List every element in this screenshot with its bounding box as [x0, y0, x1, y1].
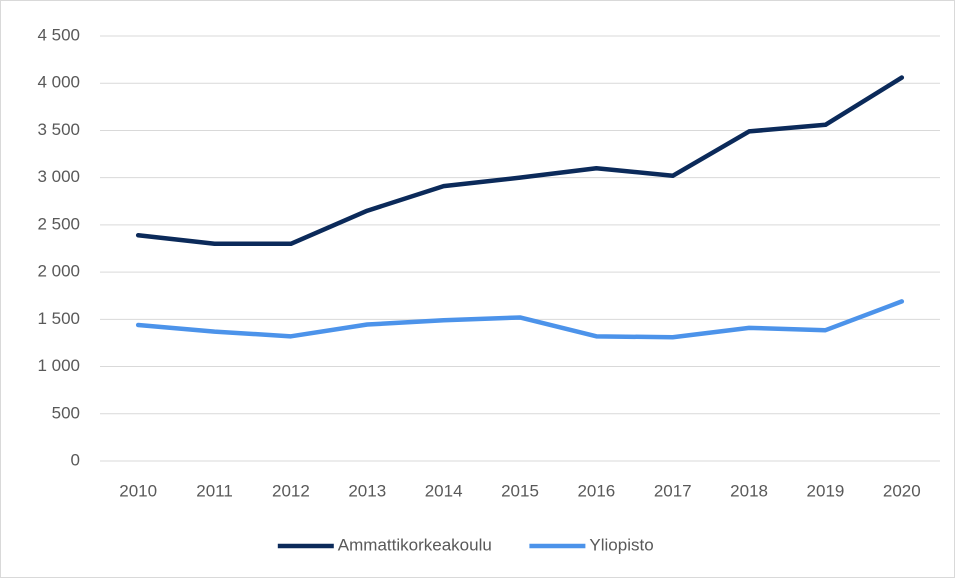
x-tick-label: 2010 [119, 481, 157, 500]
x-tick-label: 2011 [196, 481, 233, 500]
x-tick-label: 2014 [425, 481, 463, 500]
y-tick-label: 3 500 [37, 120, 80, 139]
x-tick-label: 2020 [883, 481, 921, 500]
y-tick-label: 3 000 [37, 167, 80, 186]
x-tick-label: 2013 [348, 481, 386, 500]
y-tick-label: 2 000 [37, 262, 80, 281]
y-tick-label: 1 000 [37, 356, 80, 375]
x-tick-label: 2015 [501, 481, 539, 500]
y-tick-label: 4 000 [37, 73, 80, 92]
legend-label: Ammattikorkeakoulu [338, 535, 492, 554]
x-tick-label: 2017 [654, 481, 692, 500]
y-tick-label: 500 [52, 403, 80, 422]
y-tick-label: 0 [71, 450, 80, 469]
x-tick-label: 2016 [577, 481, 615, 500]
y-tick-label: 2 500 [37, 214, 80, 233]
series-line [135, 75, 905, 247]
y-tick-label: 4 500 [37, 25, 80, 44]
legend-label: Yliopisto [589, 535, 653, 554]
series-line [135, 299, 905, 340]
x-tick-label: 2012 [272, 481, 310, 500]
y-tick-label: 1 500 [37, 309, 80, 328]
x-tick-label: 2019 [807, 481, 845, 500]
x-tick-label: 2018 [730, 481, 768, 500]
